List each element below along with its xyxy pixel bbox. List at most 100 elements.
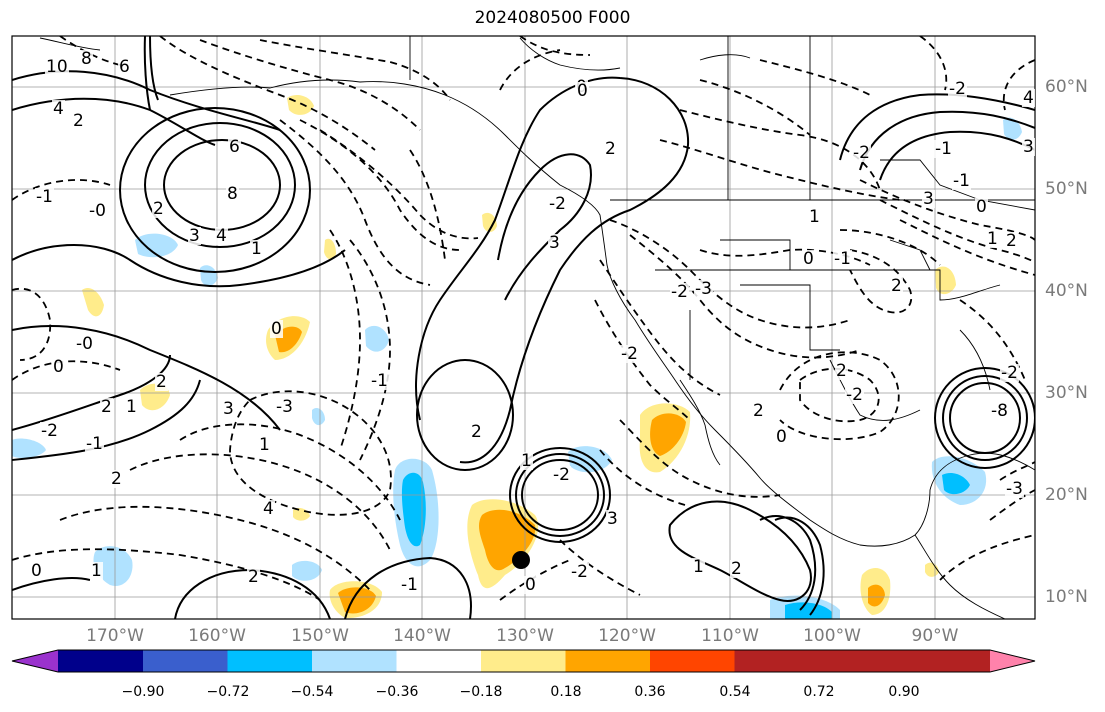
map-layers (12, 36, 1035, 619)
contour-label: 6 (228, 137, 241, 157)
colorbar-segment (58, 650, 143, 672)
shade-blob-19 (135, 233, 178, 258)
contour-label: 8 (226, 184, 239, 204)
colorbar-label: −0.54 (290, 684, 334, 700)
contour-label: 0 (975, 197, 988, 217)
shade-blob-18 (93, 546, 133, 586)
colorbar-label: 0.54 (719, 684, 751, 700)
contour-label: 0 (270, 319, 283, 339)
contour-label: 2 (730, 559, 743, 579)
lon-label-130w: 130°W (496, 626, 554, 646)
lon-label-110w: 110°W (701, 626, 759, 646)
contour-label: -2 (948, 79, 967, 99)
lon-label-120w: 120°W (598, 626, 656, 646)
contour-label: 4 (215, 226, 228, 246)
lat-label-40: 40°N (1045, 281, 1088, 301)
contour-label: -2 (570, 562, 589, 582)
lon-label-150w: 150°W (291, 626, 349, 646)
contour-label: -2 (548, 194, 567, 214)
shade-blob-15 (868, 584, 885, 607)
contour-label: -3 (275, 397, 294, 417)
colorbar-label: −0.36 (375, 684, 419, 700)
colorbar-segment (227, 650, 312, 672)
contour-label: -1 (934, 139, 953, 159)
contour-label: 0 (524, 575, 537, 595)
contour-label: -2 (40, 421, 59, 441)
shading (12, 94, 1022, 619)
contour-label: 2 (247, 567, 260, 587)
contour-label: -8 (990, 401, 1009, 421)
contour-label: -0 (88, 201, 107, 221)
contour-label: -1 (370, 371, 389, 391)
contour-label: 2 (752, 401, 765, 421)
contour-label: 2 (100, 397, 113, 417)
shade-blob-23 (365, 325, 389, 352)
colorbar-extend-left (12, 650, 58, 672)
shade-blob-24 (287, 94, 314, 115)
colorbar-label: 0.90 (888, 684, 920, 700)
colorbar-segment (481, 650, 566, 672)
colorbar-segment (312, 650, 397, 672)
contour-label: 1 (250, 239, 263, 259)
dashed-contours (12, 36, 1035, 601)
contour-label: -2 (845, 385, 864, 405)
contour-label: -1 (400, 575, 419, 595)
shade-blob-26 (935, 266, 956, 295)
contour-label: 0 (775, 427, 788, 447)
shade-blob-30 (324, 238, 336, 260)
shade-blob-31 (312, 408, 325, 426)
lon-label-90w: 90°W (911, 626, 959, 646)
contour-label: 0 (802, 249, 815, 269)
contour-label: 1 (520, 451, 533, 471)
contour-label: -1 (35, 187, 54, 207)
graticule (12, 36, 1035, 619)
shade-blob-33 (925, 562, 939, 577)
contour-label: -1 (952, 171, 971, 191)
contour-label: 6 (118, 57, 131, 77)
contour-label: 1 (692, 557, 705, 577)
contour-label: 2 (835, 361, 848, 381)
storm-marker (512, 551, 530, 569)
contour-label: 8 (80, 49, 93, 69)
contour-label: -1 (833, 249, 852, 269)
colorbar-segment (734, 650, 990, 672)
lat-label-50: 50°N (1045, 179, 1088, 199)
contour-label: -2 (620, 344, 639, 364)
shade-blob-25 (1003, 117, 1022, 140)
lat-label-20: 20°N (1045, 485, 1088, 505)
contour-label: -0 (75, 334, 94, 354)
colorbar-label: −0.72 (206, 684, 250, 700)
colorbar-outline (11, 649, 1036, 673)
colorbar-extend-right (990, 650, 1035, 672)
contour-label: 1 (808, 207, 821, 227)
colorbar-segment (650, 650, 735, 672)
shade-blob-29 (482, 212, 497, 232)
contour-label: 2 (155, 372, 168, 392)
shade-blob-22 (292, 560, 322, 581)
solid-contours (12, 36, 1035, 619)
contour-label: 3 (1022, 137, 1035, 157)
contour-label: -2 (670, 282, 689, 302)
contour-label: 0 (576, 81, 589, 101)
contour-label: 1 (90, 561, 103, 581)
colorbar-label: 0.18 (550, 684, 582, 700)
colorbar-segment (143, 650, 228, 672)
contour-label: 3 (922, 189, 935, 209)
colorbar-segment (396, 650, 481, 672)
contour-label: -1 (85, 434, 104, 454)
lon-label-140w: 140°W (393, 626, 451, 646)
contour-label: 0 (52, 357, 65, 377)
contour-label: 4 (262, 499, 275, 519)
contour-label: -2 (1000, 363, 1019, 383)
contours (12, 36, 1035, 619)
contour-label: 2 (1005, 231, 1018, 251)
colorbar-segment (565, 650, 650, 672)
shade-blob-32 (293, 508, 310, 521)
lat-label-60: 60°N (1045, 77, 1088, 97)
shade-blob-17 (785, 602, 832, 619)
shade-blob-21 (82, 287, 104, 317)
lon-label-100w: 100°W (803, 626, 861, 646)
lat-label-30: 30°N (1045, 383, 1088, 403)
colorbar-label: −0.90 (121, 684, 165, 700)
